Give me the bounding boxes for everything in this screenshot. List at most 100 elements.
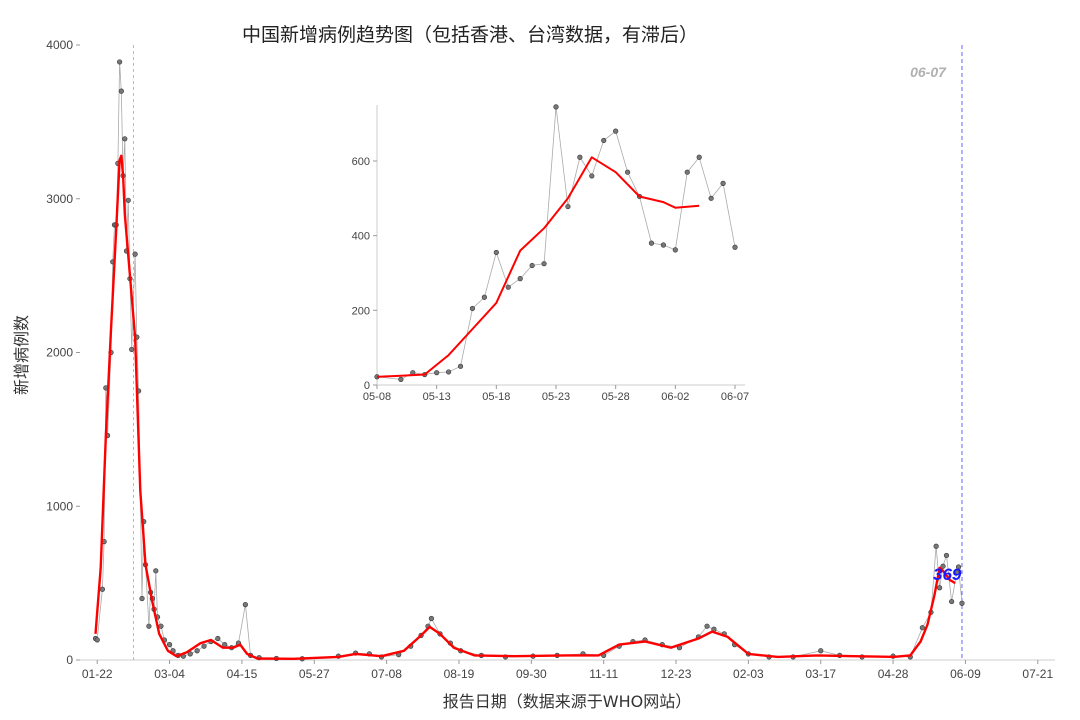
x-tick-label: 05-13: [423, 391, 451, 403]
data-point: [481, 294, 488, 300]
data-point: [166, 642, 173, 648]
x-tick-label: 05-08: [363, 391, 391, 403]
data-point: [446, 369, 452, 375]
y-tick-label: 3000: [46, 192, 73, 206]
data-point: [818, 648, 824, 654]
data-point: [428, 615, 435, 622]
x-tick-label: 12-23: [661, 667, 692, 681]
inset-y-ticks: 0 200 400 600: [352, 156, 377, 392]
data-point: [194, 648, 200, 654]
data-point: [672, 247, 678, 253]
data-point: [434, 370, 440, 376]
inset-trend-line: [376, 156, 700, 378]
data-point: [457, 363, 464, 369]
x-tick-label: 03-04: [154, 667, 185, 681]
main-daily-points: [92, 59, 965, 662]
data-point: [624, 169, 631, 175]
data-point: [242, 602, 248, 608]
data-point: [541, 261, 547, 267]
inset-plot: 0 200 400 600 05-08 05-13 05-18 05-23 05-28 06-0…: [352, 104, 749, 403]
y-tick-label: 2000: [46, 346, 73, 360]
x-tick-label: 07-21: [1022, 667, 1053, 681]
data-point: [684, 169, 690, 175]
annotation-date-label: 06-07: [910, 64, 947, 80]
x-tick-label: 06-09: [950, 667, 981, 681]
data-point: [949, 598, 955, 605]
chart-title: 中国新增病例趋势图（包括香港、台湾数据，有滞后）: [241, 24, 698, 46]
data-point: [732, 244, 738, 250]
y-tick-label: 400: [352, 231, 370, 243]
data-point: [118, 88, 124, 94]
data-point: [704, 623, 710, 629]
data-point: [919, 625, 925, 631]
x-tick-label: 01-22: [82, 667, 113, 681]
main-trend-line: [94, 154, 956, 660]
data-point: [398, 376, 404, 383]
data-point: [215, 635, 221, 642]
data-point: [601, 137, 607, 144]
y-tick-label: 1000: [46, 499, 73, 513]
data-point: [222, 642, 228, 648]
x-tick-label: 02-03: [733, 667, 764, 681]
x-tick-label: 04-15: [227, 667, 258, 681]
data-point: [94, 637, 100, 643]
data-point: [158, 623, 164, 629]
data-point: [146, 623, 152, 629]
data-point: [936, 585, 943, 591]
data-point: [954, 569, 960, 575]
inset-daily-points: [374, 104, 738, 383]
main-x-ticks: 01-22 03-04 04-15 05-27 07-08 08-19 09-30 11-11…: [82, 660, 1053, 681]
data-point: [943, 552, 950, 559]
x-tick-label: 06-02: [661, 391, 689, 403]
x-tick-label: 08-19: [444, 667, 475, 681]
main-daily-connector-line: [95, 61, 963, 660]
data-point: [153, 568, 159, 574]
x-tick-label: 11-11: [589, 667, 618, 681]
data-point: [493, 249, 499, 256]
y-tick-label: 4000: [46, 38, 73, 52]
x-tick-label: 03-17: [805, 667, 836, 681]
data-point: [132, 251, 138, 257]
data-point: [553, 104, 559, 110]
data-point: [696, 154, 702, 160]
x-tick-label: 09-30: [516, 667, 547, 681]
y-tick-label: 600: [352, 156, 370, 168]
y-axis-title: 新增病例数: [12, 315, 31, 395]
data-point: [613, 128, 619, 134]
data-point: [201, 643, 207, 649]
data-point: [187, 651, 193, 657]
main-y-ticks: 0 1000 2000 3000 4000: [46, 38, 80, 667]
data-point: [505, 284, 511, 290]
x-tick-label: 07-08: [371, 667, 402, 681]
data-point: [648, 240, 655, 246]
data-point: [517, 276, 523, 282]
inset-x-ticks: 05-08 05-13 05-18 05-23 05-28 06-02 06-07: [363, 385, 749, 403]
inset-daily-connector-line: [376, 106, 736, 380]
data-point: [469, 305, 476, 312]
data-point: [529, 262, 535, 269]
data-point: [933, 543, 939, 549]
x-axis-title: 报告日期（数据来源于WHO网站）: [443, 692, 691, 711]
y-tick-label: 0: [66, 653, 73, 667]
x-tick-label: 05-18: [482, 391, 510, 403]
data-point: [129, 346, 135, 353]
data-point: [139, 595, 145, 602]
data-point: [720, 180, 726, 186]
data-point: [117, 59, 123, 65]
main-reference-lines: [133, 45, 963, 660]
data-point: [125, 197, 131, 203]
x-tick-label: 04-28: [878, 667, 909, 681]
data-point: [955, 564, 962, 570]
x-tick-label: 06-07: [721, 391, 749, 403]
data-point: [577, 154, 583, 160]
y-tick-label: 0: [364, 380, 370, 392]
data-point: [122, 136, 128, 142]
data-point: [589, 173, 595, 179]
data-point: [99, 586, 105, 592]
x-tick-label: 05-23: [542, 391, 570, 403]
data-point: [565, 203, 571, 210]
y-tick-label: 200: [352, 305, 370, 317]
data-point: [959, 600, 965, 606]
data-point: [708, 195, 714, 201]
